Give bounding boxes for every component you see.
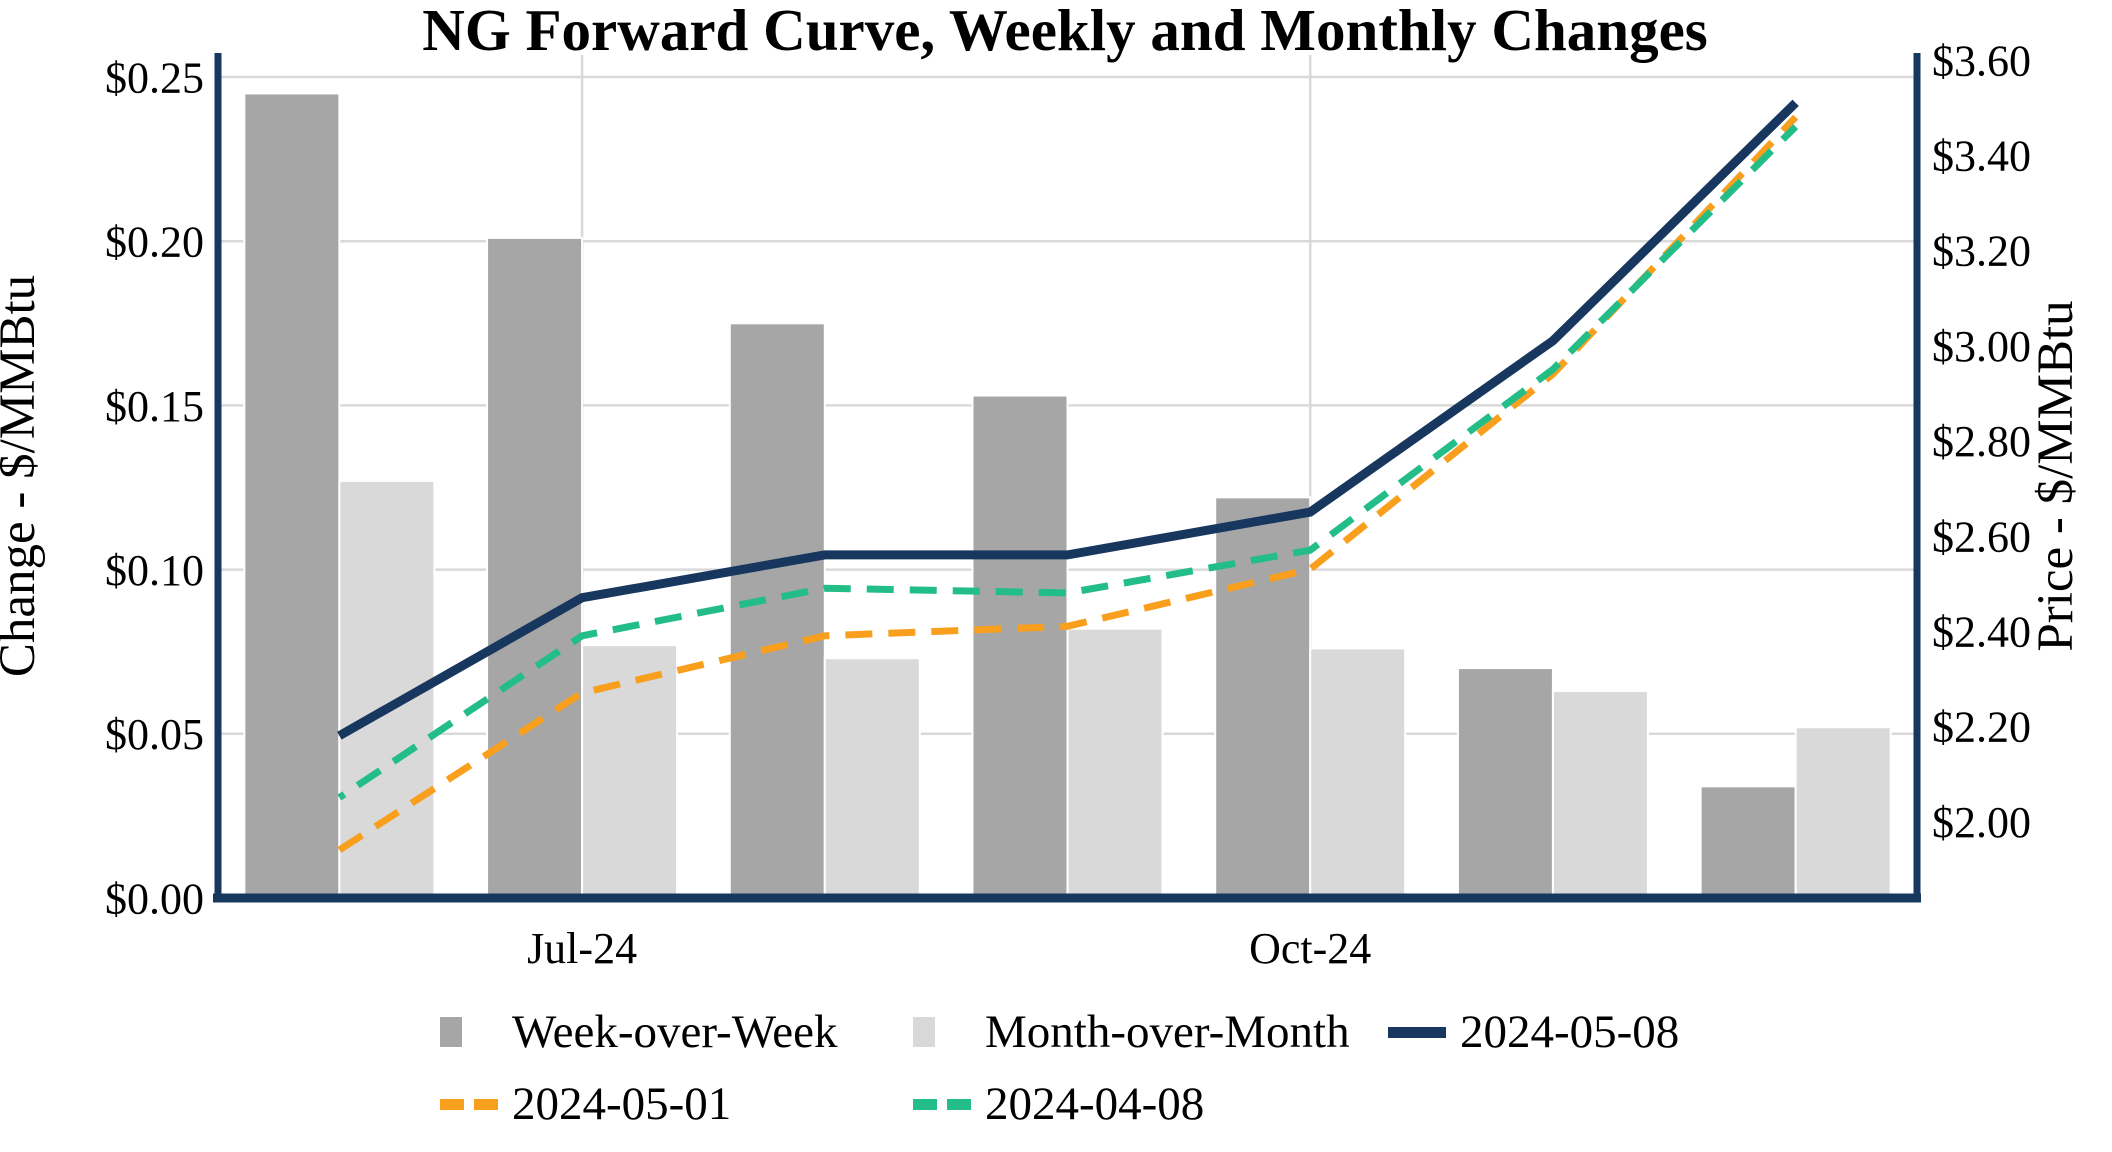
legend-label-month-over-month: Month-over-Month xyxy=(985,1006,1350,1058)
legend-item-month-over-month: Month-over-Month xyxy=(913,1000,1350,1064)
bar-week-over-week-0 xyxy=(243,92,341,900)
line-2024-05-01 xyxy=(337,114,1799,853)
bar-month-over-month-1 xyxy=(581,644,679,899)
legend-marker-2024-04-08 xyxy=(913,1098,971,1110)
legend-label-2024-05-01: 2024-05-01 xyxy=(512,1078,732,1130)
dashed-line-icon xyxy=(947,1098,971,1110)
bar-month-over-month-2 xyxy=(823,657,921,899)
chart-title: NG Forward Curve, Weekly and Monthly Cha… xyxy=(422,0,1708,63)
right-axis-tick-label: $2.80 xyxy=(1932,417,2031,466)
legend-label-2024-05-08: 2024-05-08 xyxy=(1460,1006,1680,1058)
bar-month-over-month-3 xyxy=(1066,627,1164,899)
left-axis-tick-label: $0.20 xyxy=(105,218,204,267)
right-axis-title: Price - $/MMBtu xyxy=(2028,300,2084,651)
line-2024-05-08 xyxy=(337,99,1799,740)
legend-marker-2024-05-08 xyxy=(1388,1026,1446,1038)
right-axis-tick-label: $2.40 xyxy=(1932,607,2031,656)
right-axis-tick-label: $2.60 xyxy=(1932,512,2031,561)
bar-week-over-week-1 xyxy=(486,236,584,899)
right-axis-tick-label: $2.00 xyxy=(1932,798,2031,847)
dashed-line-icon xyxy=(913,1098,937,1110)
left-axis-tick-label: $0.00 xyxy=(105,874,204,923)
x-axis-tick-label: Oct-24 xyxy=(1249,924,1371,973)
right-axis-tick-label: $2.20 xyxy=(1932,703,2031,752)
solid-line-icon xyxy=(1388,1026,1446,1038)
legend-item-2024-04-08: 2024-04-08 xyxy=(913,1072,1204,1136)
legend-label-week-over-week: Week-over-Week xyxy=(512,1006,838,1058)
bar-week-over-week-6 xyxy=(1699,785,1797,899)
left-axis-title: Change - $/MMBtu xyxy=(0,275,46,677)
right-axis-tick-label: $3.60 xyxy=(1932,36,2031,85)
legend-marker-month-over-month xyxy=(913,1017,971,1047)
bar-month-over-month-5 xyxy=(1551,690,1649,900)
bar-swatch-icon xyxy=(913,1017,935,1047)
left-axis-tick-label: $0.25 xyxy=(105,53,204,102)
left-axis-tick-label: $0.05 xyxy=(105,710,204,759)
bar-month-over-month-4 xyxy=(1309,647,1407,899)
right-axis-tick-label: $3.40 xyxy=(1932,132,2031,181)
legend-marker-2024-05-01 xyxy=(440,1098,498,1110)
line-2024-04-08 xyxy=(337,124,1799,801)
legend-marker-week-over-week xyxy=(440,1017,498,1047)
bar-week-over-week-3 xyxy=(971,394,1069,899)
left-axis-tick-label: $0.10 xyxy=(105,546,204,595)
right-axis-tick-label: $3.20 xyxy=(1932,227,2031,276)
bar-month-over-month-6 xyxy=(1794,726,1892,899)
bar-week-over-week-5 xyxy=(1456,667,1554,900)
legend-item-2024-05-08: 2024-05-08 xyxy=(1388,1000,1679,1064)
legend-item-2024-05-01: 2024-05-01 xyxy=(440,1072,731,1136)
dashed-line-icon xyxy=(474,1098,498,1110)
bar-swatch-icon xyxy=(440,1017,462,1047)
dashed-line-icon xyxy=(440,1098,464,1110)
right-axis-tick-label: $3.00 xyxy=(1932,322,2031,371)
bar-week-over-week-4 xyxy=(1214,496,1312,899)
bar-week-over-week-2 xyxy=(728,322,826,900)
left-axis-tick-label: $0.15 xyxy=(105,382,204,431)
legend-label-2024-04-08: 2024-04-08 xyxy=(985,1078,1205,1130)
x-axis-tick-label: Jul-24 xyxy=(527,924,637,973)
legend-item-week-over-week: Week-over-Week xyxy=(440,1000,838,1064)
